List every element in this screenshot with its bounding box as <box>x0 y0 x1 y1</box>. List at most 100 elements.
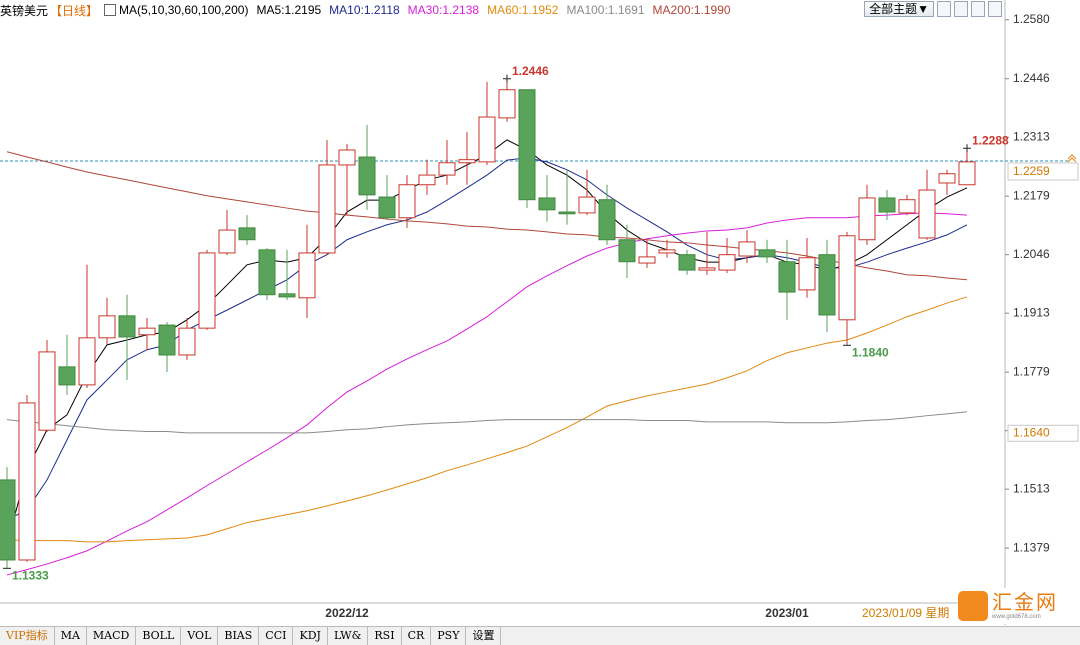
candle-body <box>438 162 456 176</box>
indicator-tabs: VIP指标 MA MACD BOLL VOL BIAS CCI KDJ LW& RSI CR PSY 设… <box>0 626 1080 645</box>
last-price-arrow <box>1067 154 1077 163</box>
y-tick-label: 1.1913 <box>1013 305 1050 319</box>
candle-body <box>398 184 416 219</box>
indicator-icon[interactable] <box>104 4 117 16</box>
candle-body <box>18 402 36 561</box>
indicator-tab[interactable]: KDJ <box>293 627 328 645</box>
candle-body <box>878 197 896 213</box>
legend-entry: MA10:1.2118 <box>329 3 400 17</box>
candle-body <box>718 254 736 271</box>
candle-body <box>958 161 976 186</box>
ma-line <box>6 212 968 576</box>
candle-body <box>58 366 76 386</box>
candle-body <box>658 249 676 254</box>
indicator-tab[interactable]: 设置 <box>466 627 502 645</box>
indicator-tab[interactable]: MACD <box>87 627 137 645</box>
indicator-tab[interactable]: CR <box>402 627 432 645</box>
ma-line <box>6 296 968 543</box>
candle-body <box>358 156 376 196</box>
candle-body <box>798 257 816 291</box>
logo-url: www.gold678.com <box>992 613 1041 620</box>
indicator-tab[interactable]: BOLL <box>136 627 182 645</box>
y-tick-label: 1.1779 <box>1013 364 1050 378</box>
logo: 汇金网 www.gold678.com <box>958 588 1080 624</box>
indicator-tab[interactable]: LW& <box>328 627 369 645</box>
period[interactable]: 【日线】 <box>50 3 99 18</box>
y-tick-label: 1.2580 <box>1013 12 1050 26</box>
toolbar: 全部主题▼ <box>864 1 1002 17</box>
candle-body <box>38 351 56 431</box>
candle-body <box>498 89 516 119</box>
theme-button[interactable]: 全部主题▼ <box>864 1 934 17</box>
candle-body <box>938 173 956 184</box>
candle-body <box>698 267 716 271</box>
candle-body <box>138 327 156 336</box>
candle-body <box>258 249 276 296</box>
legend-entry: MA5:1.2195 <box>256 3 322 17</box>
candle-body <box>278 293 296 298</box>
candle-body <box>558 211 576 215</box>
extreme-label: 1.2288 <box>972 133 1009 147</box>
price-marker-label: 1.1640 <box>1013 425 1050 439</box>
candle-body <box>98 315 116 339</box>
candle-body <box>218 229 236 254</box>
layout-icon[interactable] <box>954 1 968 17</box>
layout-icon[interactable] <box>937 1 951 17</box>
candle-body <box>778 261 796 293</box>
last-price-box <box>1007 162 1079 181</box>
ma-line <box>6 157 968 521</box>
y-tick-label: 1.2179 <box>1013 188 1050 202</box>
logo-name: 汇金网 <box>992 591 1058 614</box>
candle-body <box>918 189 936 239</box>
layout-icon[interactable] <box>988 1 1002 17</box>
indicator-tab[interactable]: BIAS <box>218 627 260 645</box>
candle-body <box>838 235 856 321</box>
candle-body <box>78 337 96 386</box>
y-tick-label: 1.1379 <box>1013 540 1050 554</box>
indicator-name: MA(5,10,30,60,100,200) <box>119 3 249 17</box>
candle-body <box>578 196 596 214</box>
indicator-tab[interactable]: MA <box>55 627 87 645</box>
legend-entry: MA60:1.1952 <box>487 3 559 17</box>
legend-entry: MA100:1.1691 <box>566 3 645 17</box>
candle-body <box>478 116 496 163</box>
indicator-tab[interactable]: VOL <box>181 627 219 645</box>
candle-body <box>598 199 616 241</box>
symbol-title: 英镑美元 <box>0 3 49 18</box>
candle-body <box>738 241 756 257</box>
candle-body <box>338 149 356 166</box>
extreme-label: 1.1840 <box>852 345 889 359</box>
extreme-marker <box>503 74 511 83</box>
candle-body <box>378 196 396 219</box>
status-date: 2023/01/09 星期 <box>862 606 949 620</box>
x-tick-label: 2022/12 <box>325 606 369 620</box>
candle-body <box>898 199 916 214</box>
indicator-tab[interactable]: CCI <box>259 627 294 645</box>
indicator-tab[interactable]: PSY <box>431 627 467 645</box>
last-price-label: 1.2259 <box>1013 164 1050 178</box>
candle-body <box>158 324 176 356</box>
candle-body <box>758 249 776 258</box>
layout-icon[interactable] <box>971 1 985 17</box>
candle-body <box>298 252 316 299</box>
indicator-tab[interactable]: RSI <box>368 627 402 645</box>
candle-body <box>178 327 196 356</box>
candle-body <box>118 315 136 338</box>
candle-body <box>0 479 16 561</box>
candle-body <box>418 174 436 186</box>
candle-body <box>678 254 696 271</box>
legend-entry: MA30:1.2138 <box>407 3 480 17</box>
indicator-tab[interactable]: VIP指标 <box>0 627 55 645</box>
y-tick-label: 1.2046 <box>1013 247 1050 261</box>
y-tick-label: 1.2446 <box>1013 71 1050 85</box>
ma-line <box>6 411 968 434</box>
candle-body <box>198 252 216 329</box>
candle-body <box>238 227 256 241</box>
y-tick-label: 1.2313 <box>1013 129 1050 143</box>
candle-body <box>818 254 836 316</box>
extreme-label: 1.2446 <box>512 64 549 78</box>
price-marker-box <box>1007 424 1079 442</box>
y-tick-label: 1.1513 <box>1013 481 1050 495</box>
